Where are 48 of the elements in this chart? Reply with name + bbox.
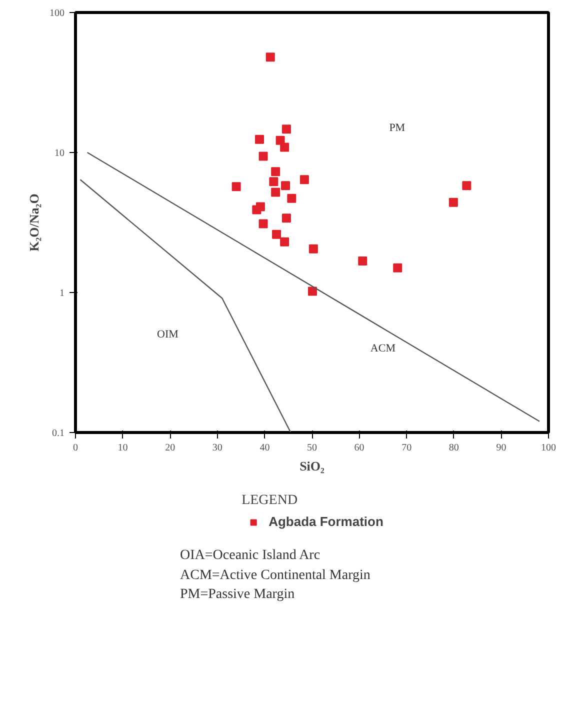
y-tick-label: 10 xyxy=(54,148,64,159)
x-tick-label: 40 xyxy=(260,442,270,454)
x-tick-label: 60 xyxy=(354,442,364,454)
point xyxy=(280,142,290,152)
legend-title: LEGEND xyxy=(242,493,299,509)
point xyxy=(271,188,280,197)
x-tick-label: 30 xyxy=(212,442,222,454)
point xyxy=(254,134,264,144)
point xyxy=(393,263,402,272)
point xyxy=(258,219,268,228)
point xyxy=(300,175,309,184)
point xyxy=(232,182,241,192)
point xyxy=(271,167,280,176)
point xyxy=(281,181,290,190)
point xyxy=(358,256,368,266)
y-tick-label: 100 xyxy=(50,8,64,19)
point xyxy=(462,181,472,190)
annotation: OIM xyxy=(157,328,179,341)
point xyxy=(269,177,278,186)
annotation: ACM xyxy=(370,342,396,354)
y-tick-label: 1 xyxy=(60,288,64,299)
x-tick-label: 90 xyxy=(496,442,506,454)
point xyxy=(308,244,318,254)
y-tick-label: 0.1 xyxy=(52,428,64,439)
x-tick-label: 100 xyxy=(541,442,556,454)
x-tick-label: 50 xyxy=(307,442,317,454)
x-tick-label: 0 xyxy=(73,442,78,454)
annotation: PM xyxy=(389,122,406,134)
text: OIA=Oceanic Island Arc xyxy=(180,548,320,563)
text: ACM=Active Continental Margin xyxy=(180,568,370,583)
x-tick-label: 80 xyxy=(448,442,459,454)
x-tick-label: 70 xyxy=(402,442,412,454)
text: PM=Passive Margin xyxy=(180,587,295,602)
legend-label: Agbada Formation xyxy=(268,514,384,529)
point xyxy=(272,230,282,239)
x-tick-label: 10 xyxy=(118,442,128,454)
y-axis-title: K₂O/Na₂O xyxy=(26,194,42,252)
point xyxy=(266,52,275,62)
x-tick-label: 20 xyxy=(165,442,176,454)
point xyxy=(308,286,317,296)
point xyxy=(287,194,296,203)
point xyxy=(282,124,291,134)
point xyxy=(448,198,458,207)
point xyxy=(258,152,268,161)
point xyxy=(280,237,290,246)
point xyxy=(282,214,291,223)
x-axis-title: SiO₂ xyxy=(300,458,325,474)
point xyxy=(252,205,262,214)
